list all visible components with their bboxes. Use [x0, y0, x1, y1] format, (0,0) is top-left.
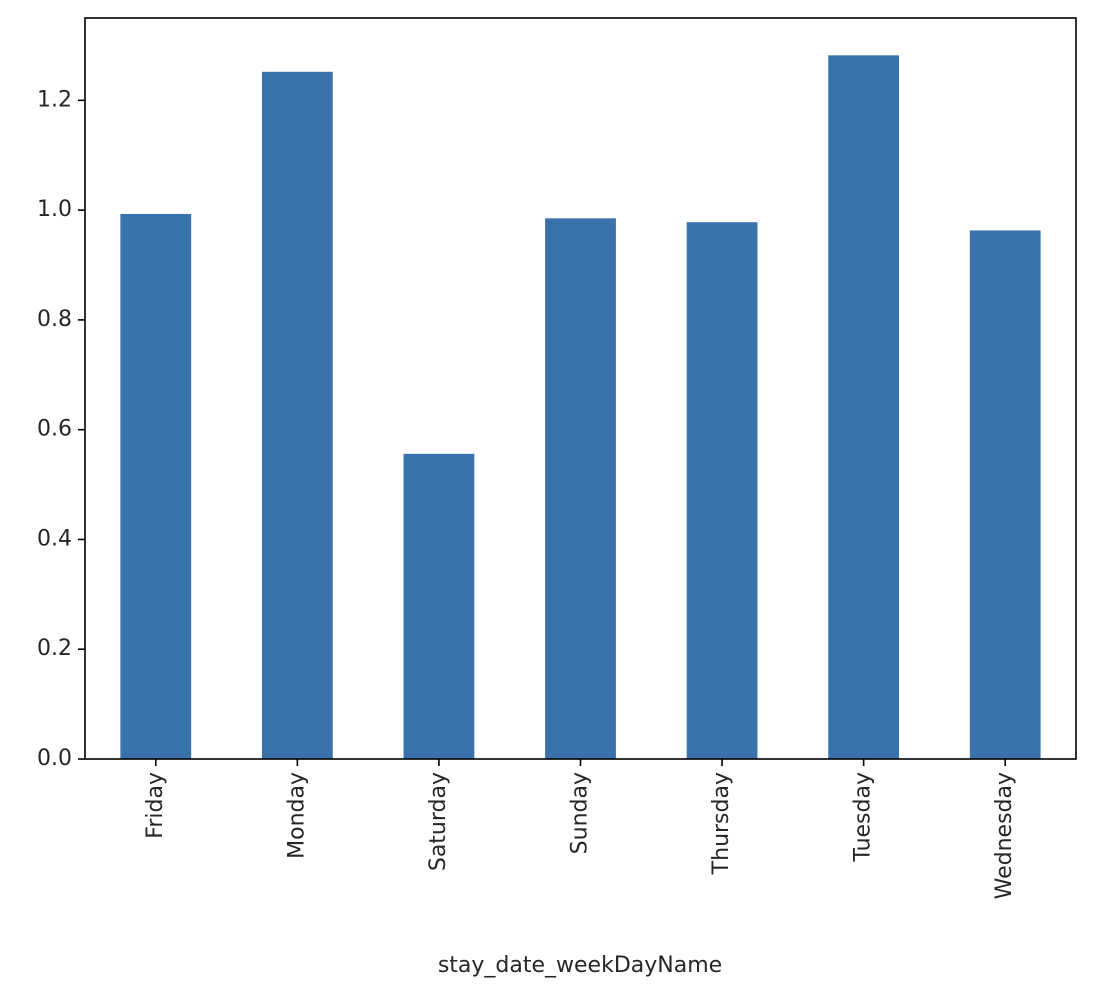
bar-friday: [120, 213, 192, 759]
y-tick-label: 1.2: [37, 87, 72, 112]
x-axis: Friday Monday Saturday Sunday Thursday Tuesda…: [143, 759, 1017, 899]
bar-thursday: [686, 222, 758, 760]
y-tick-label: 0.0: [37, 746, 72, 771]
y-tick-label: 1.0: [37, 197, 72, 222]
bar-sunday: [545, 218, 616, 759]
y-tick-label: 0.2: [37, 636, 72, 661]
plot-frame: [84, 17, 1077, 760]
x-tick-label: Tuesday: [851, 772, 876, 863]
x-tick-label: Sunday: [568, 772, 593, 854]
bars-group: [120, 55, 1041, 760]
y-tick-label: 0.4: [37, 526, 72, 551]
bar-monday: [261, 71, 333, 759]
x-tick-label: Friday: [143, 772, 168, 839]
x-tick-label: Thursday: [709, 772, 734, 875]
x-axis-label: stay_date_weekDayName: [438, 953, 722, 978]
bar-saturday: [403, 453, 475, 759]
y-tick-label: 0.8: [37, 307, 72, 332]
x-tick-label: Monday: [284, 772, 309, 859]
x-tick-label: Wednesday: [992, 772, 1017, 899]
x-tick-label: Saturday: [426, 772, 451, 871]
y-tick-label: 0.6: [37, 417, 72, 442]
y-axis: 0.0 0.2 0.4 0.6 0.8 1.0 1.2: [37, 87, 85, 771]
bar-tuesday: [828, 55, 900, 759]
bar-wednesday: [969, 230, 1041, 760]
